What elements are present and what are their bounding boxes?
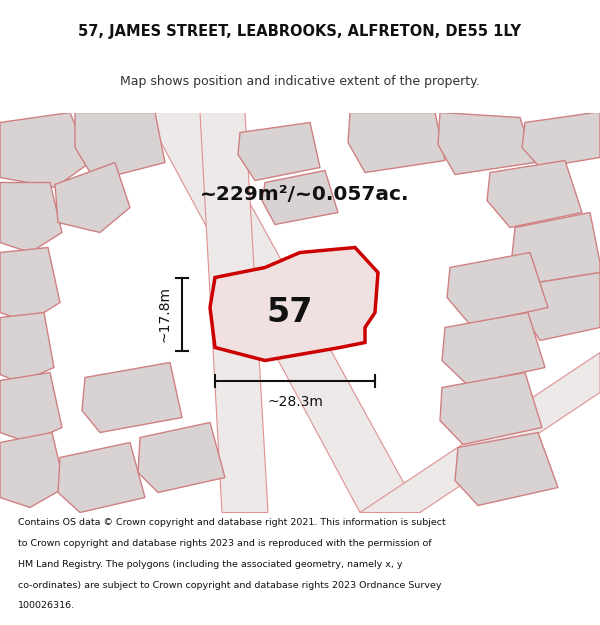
Polygon shape <box>262 171 338 224</box>
Text: to Crown copyright and database rights 2023 and is reproduced with the permissio: to Crown copyright and database rights 2… <box>18 539 431 548</box>
Polygon shape <box>440 372 542 444</box>
Polygon shape <box>512 213 600 284</box>
Polygon shape <box>0 182 62 253</box>
Polygon shape <box>438 112 535 174</box>
Polygon shape <box>0 312 54 382</box>
Polygon shape <box>210 248 378 361</box>
Polygon shape <box>0 112 90 188</box>
Text: HM Land Registry. The polygons (including the associated geometry, namely x, y: HM Land Registry. The polygons (includin… <box>18 560 403 569</box>
Text: ~28.3m: ~28.3m <box>267 396 323 409</box>
Polygon shape <box>138 422 225 492</box>
Text: 57: 57 <box>267 296 313 329</box>
Polygon shape <box>487 161 582 228</box>
Polygon shape <box>75 112 165 181</box>
Polygon shape <box>360 352 600 512</box>
Polygon shape <box>0 372 62 442</box>
Text: ~229m²/~0.057ac.: ~229m²/~0.057ac. <box>200 185 410 204</box>
Text: ~17.8m: ~17.8m <box>157 286 171 342</box>
Polygon shape <box>58 442 145 512</box>
Polygon shape <box>447 253 548 324</box>
Polygon shape <box>0 248 60 322</box>
Text: 57, JAMES STREET, LEABROOKS, ALFRETON, DE55 1LY: 57, JAMES STREET, LEABROOKS, ALFRETON, D… <box>79 24 521 39</box>
Polygon shape <box>442 312 545 384</box>
Polygon shape <box>55 162 130 232</box>
Polygon shape <box>238 122 320 181</box>
Text: Map shows position and indicative extent of the property.: Map shows position and indicative extent… <box>120 74 480 88</box>
Polygon shape <box>82 362 182 432</box>
Polygon shape <box>0 432 65 508</box>
Text: 100026316.: 100026316. <box>18 601 75 611</box>
Polygon shape <box>145 112 420 512</box>
Text: co-ordinates) are subject to Crown copyright and database rights 2023 Ordnance S: co-ordinates) are subject to Crown copyr… <box>18 581 442 589</box>
Text: Contains OS data © Crown copyright and database right 2021. This information is : Contains OS data © Crown copyright and d… <box>18 518 446 527</box>
Polygon shape <box>200 112 268 512</box>
Polygon shape <box>522 112 600 168</box>
Polygon shape <box>455 432 558 506</box>
Polygon shape <box>348 112 445 173</box>
Polygon shape <box>522 272 600 341</box>
